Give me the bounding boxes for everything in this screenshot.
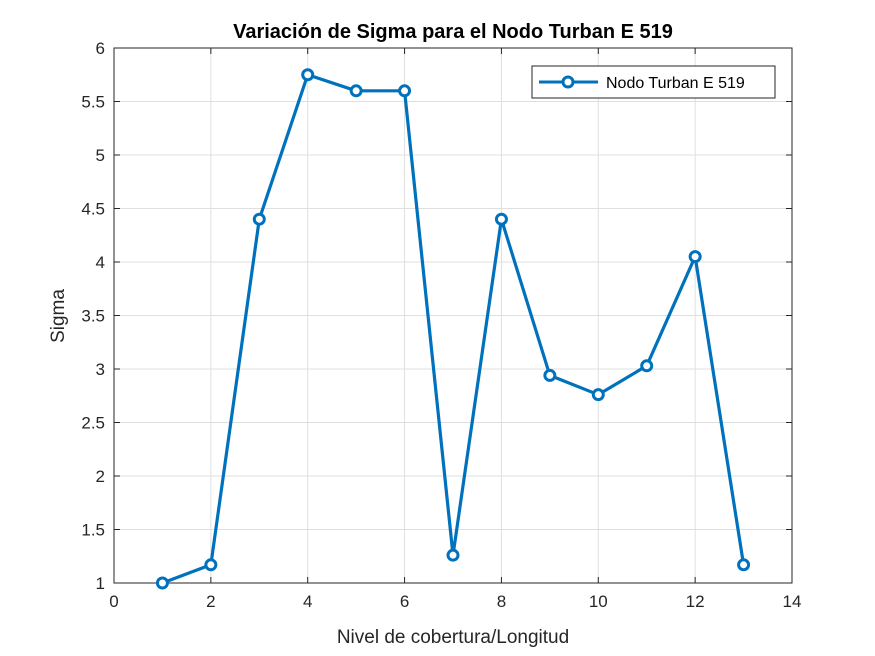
x-tick-label: 6 xyxy=(400,592,409,611)
ticks: 0 2 4 6 8 10 12 14 1 1.5 2 2.5 3 3.5 4 4.5 5 5.5 6 xyxy=(81,39,801,611)
y-tick-label: 5 xyxy=(96,146,105,165)
chart-title: Variación de Sigma para el Nodo Turban E… xyxy=(233,21,673,43)
data-point xyxy=(494,212,508,226)
series xyxy=(155,68,751,590)
x-tick-label: 10 xyxy=(589,592,608,611)
data-point xyxy=(737,558,751,572)
y-tick-label: 4 xyxy=(96,253,105,272)
legend-label: Nodo Turban E 519 xyxy=(606,75,745,92)
x-tick-label: 4 xyxy=(303,592,312,611)
y-tick-label: 3.5 xyxy=(81,307,105,326)
y-tick-label: 3 xyxy=(96,360,105,379)
legend: Nodo Turban E 519 xyxy=(531,65,776,99)
data-point xyxy=(543,368,557,382)
data-point xyxy=(398,84,412,98)
data-point xyxy=(155,576,169,590)
data-point xyxy=(349,84,363,98)
y-tick-label: 5.5 xyxy=(81,93,105,112)
y-tick-label: 2 xyxy=(96,467,105,486)
x-tick-label: 14 xyxy=(783,592,802,611)
data-point xyxy=(204,558,218,572)
x-tick-label: 2 xyxy=(206,592,215,611)
x-tick-label: 12 xyxy=(686,592,705,611)
x-axis-title: Nivel de cobertura/Longitud xyxy=(337,627,569,648)
legend-marker-sample xyxy=(561,75,575,89)
y-tick-label: 6 xyxy=(96,39,105,58)
y-tick-label: 1 xyxy=(96,574,105,593)
x-tick-label: 8 xyxy=(497,592,506,611)
data-point xyxy=(688,250,702,264)
data-point xyxy=(591,388,605,402)
data-point xyxy=(252,212,266,226)
y-axis-title: Sigma xyxy=(48,289,69,343)
y-tick-label: 4.5 xyxy=(81,200,105,219)
data-point xyxy=(446,548,460,562)
data-point xyxy=(640,359,654,373)
x-tick-label: 0 xyxy=(109,592,118,611)
y-tick-label: 1.5 xyxy=(81,521,105,540)
y-tick-label: 2.5 xyxy=(81,414,105,433)
data-point xyxy=(301,68,315,82)
